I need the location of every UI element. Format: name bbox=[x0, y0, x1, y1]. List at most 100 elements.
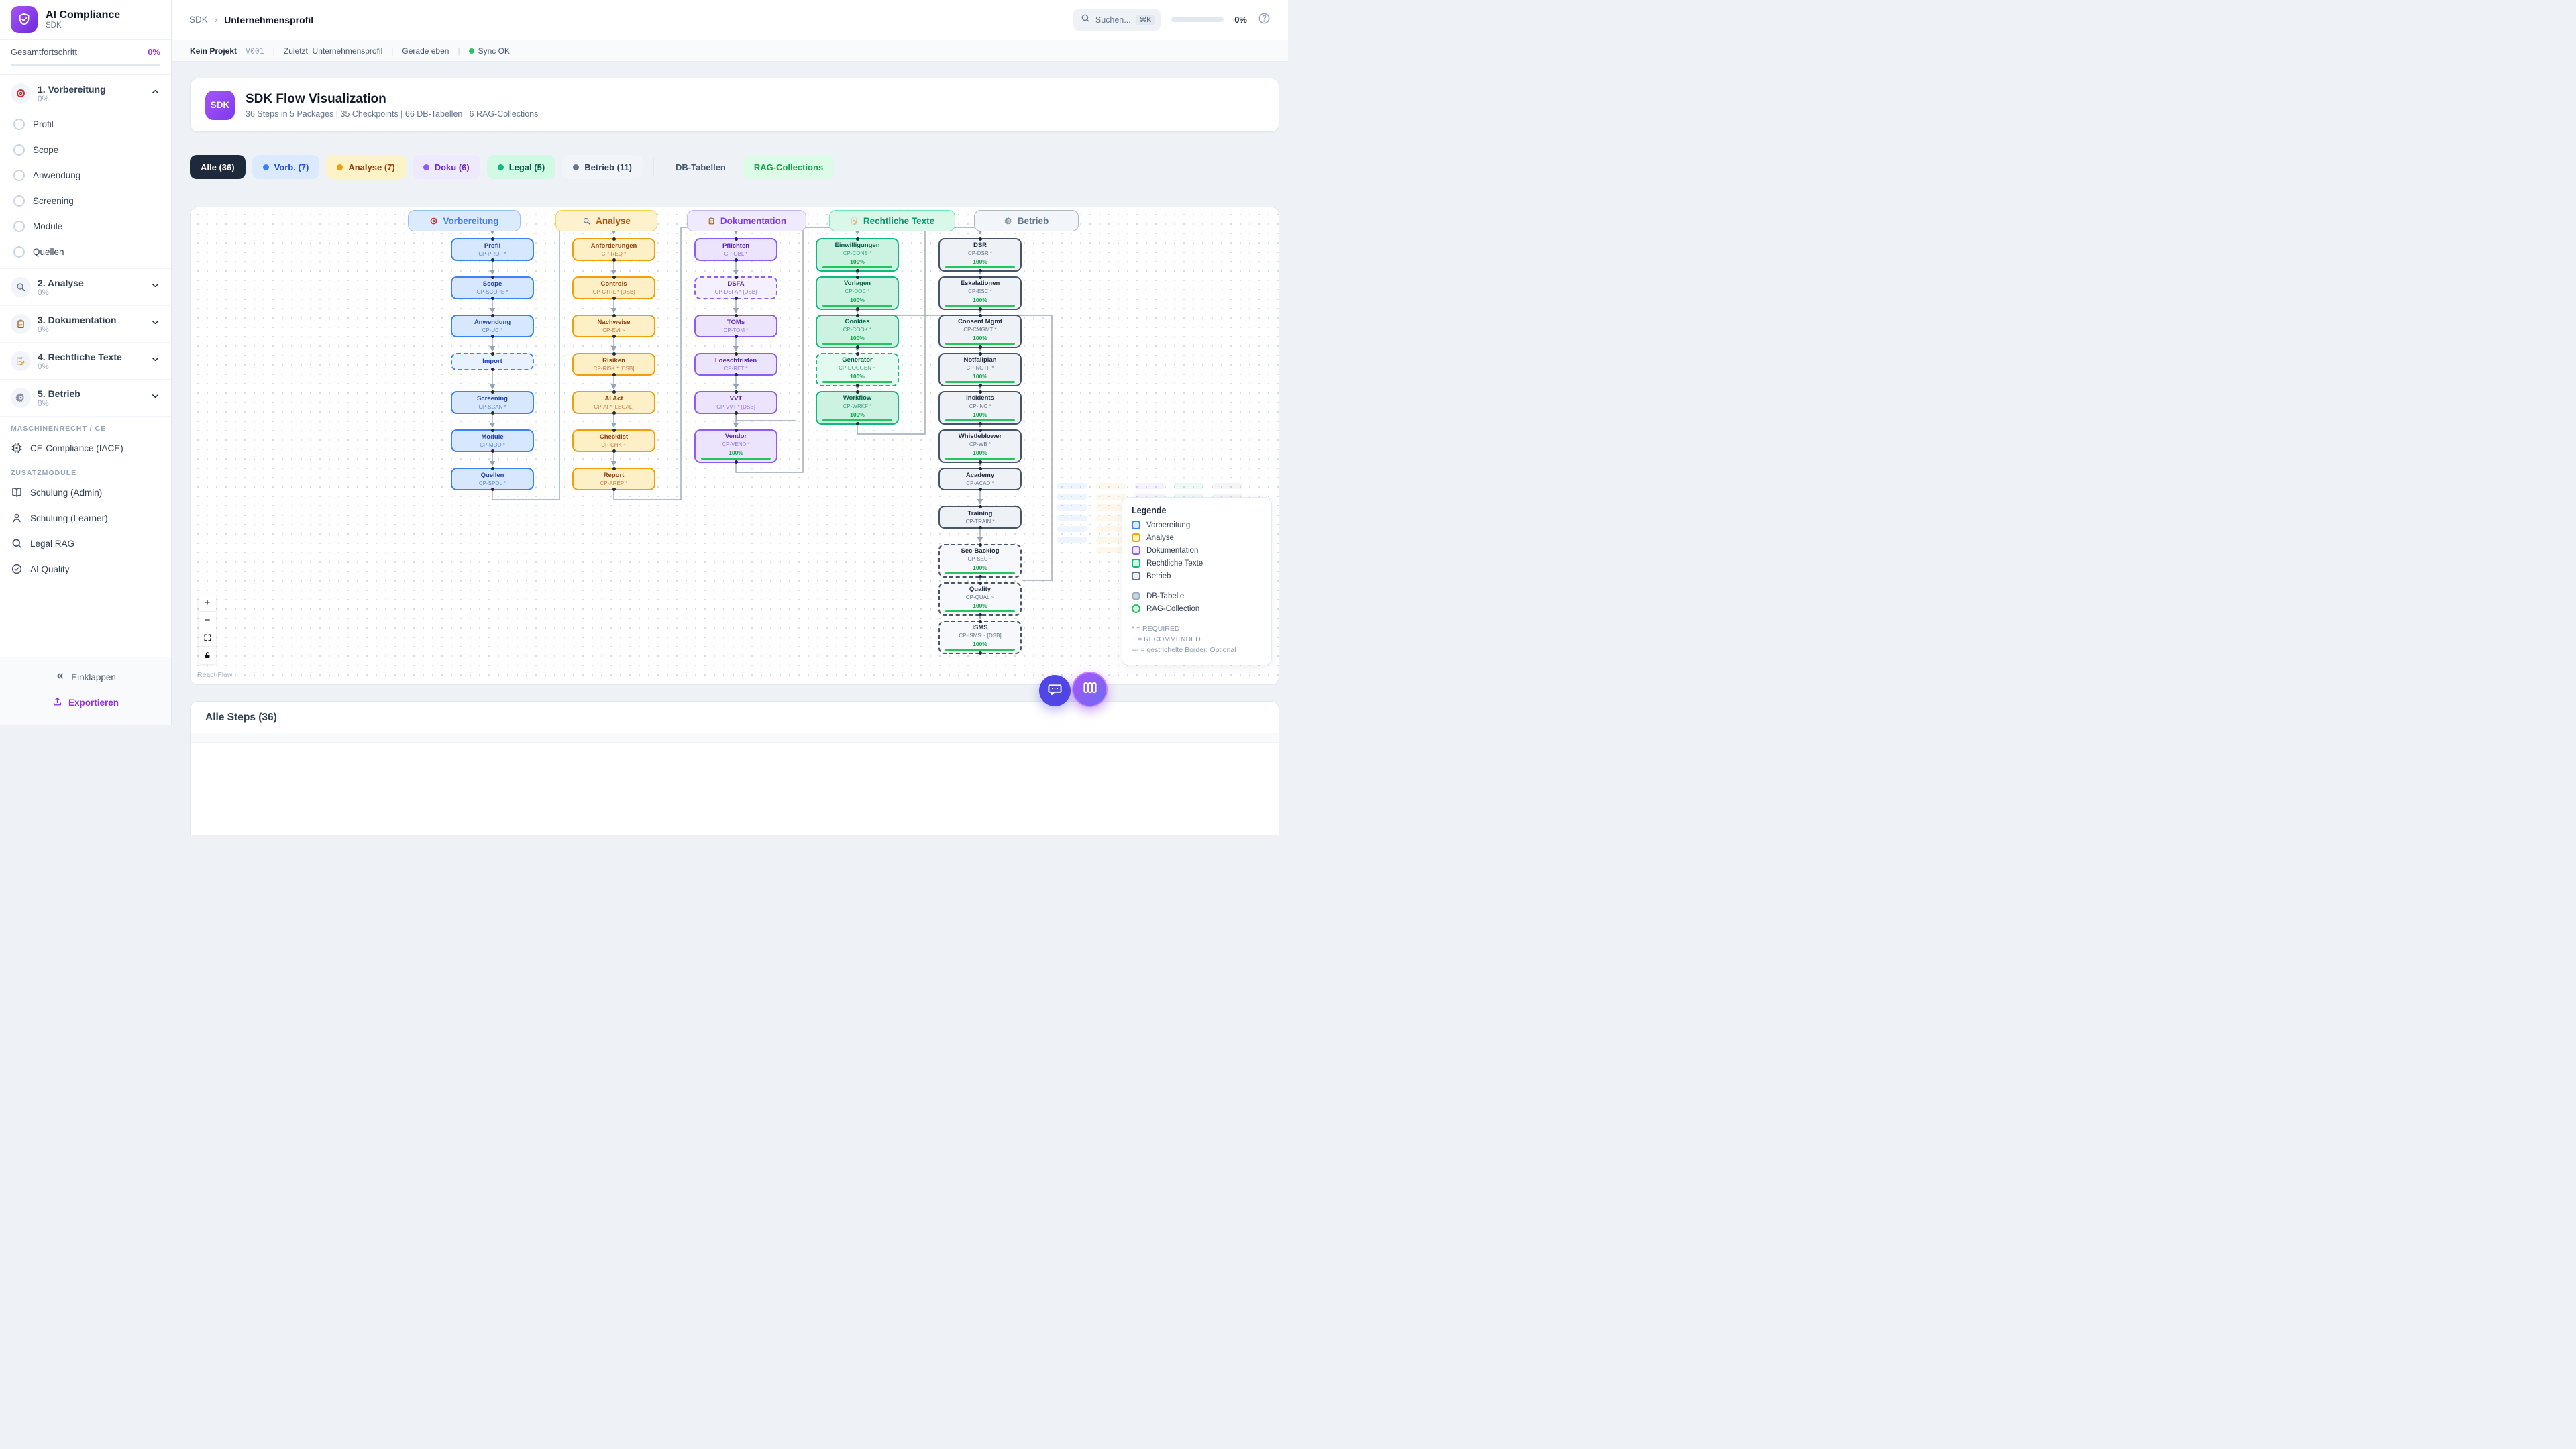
sidebar-item-legal-rag[interactable]: Legal RAG bbox=[0, 531, 171, 556]
sidebar-item-screening[interactable]: Screening bbox=[0, 188, 171, 213]
sidebar-item-profil[interactable]: Profil bbox=[0, 111, 171, 137]
zoom-out-button[interactable]: − bbox=[199, 612, 216, 629]
collapse-sidebar-button[interactable]: Einklappen bbox=[0, 664, 171, 690]
sidebar-item-schulung-admin-[interactable]: Schulung (Admin) bbox=[0, 480, 171, 505]
flow-node-incidents[interactable]: Incidents CP-INC * 100% bbox=[938, 390, 1022, 425]
flow-node-vorlagen[interactable]: Vorlagen CP-DOC * 100% bbox=[816, 276, 899, 311]
sidebar-section-header-2[interactable]: 2. Analyse 0% bbox=[0, 269, 171, 305]
flow-node-cookies[interactable]: Cookies CP-COOK * 100% bbox=[816, 314, 899, 349]
flow-node-notfallplan[interactable]: Notfallplan CP-NOTF * 100% bbox=[938, 352, 1022, 387]
flow-node-pflichten[interactable]: Pflichten CP-OBL * bbox=[694, 237, 777, 262]
export-button[interactable]: Exportieren bbox=[0, 690, 171, 715]
node-handle-top bbox=[490, 467, 494, 470]
flow-node-dsfa[interactable]: DSFA CP-DSFA * [DSB] bbox=[694, 276, 777, 300]
flow-node-profil[interactable]: Profil CP-PROF * bbox=[451, 237, 534, 262]
chat-fab-button[interactable] bbox=[1039, 675, 1071, 706]
flow-node-ai-act[interactable]: AI Act CP-AI * [LEGAL] bbox=[572, 390, 655, 415]
chevron-down-icon[interactable] bbox=[150, 354, 160, 368]
chevron-down-icon[interactable] bbox=[150, 391, 160, 405]
help-icon[interactable] bbox=[1258, 12, 1271, 28]
sidebar-item-scope[interactable]: Scope bbox=[0, 137, 171, 162]
sidebar-item-anwendung[interactable]: Anwendung bbox=[0, 162, 171, 188]
flow-node-screening[interactable]: Screening CP-SCAN * bbox=[451, 390, 534, 415]
flow-node-academy[interactable]: Academy CP-ACAD * bbox=[938, 467, 1022, 491]
flow-node-workflow[interactable]: Workflow CP-WRKF * 100% bbox=[816, 390, 899, 425]
chevron-down-icon[interactable] bbox=[150, 317, 160, 331]
lock-button[interactable] bbox=[199, 647, 216, 664]
sidebar-item-schulung-learner-[interactable]: Schulung (Learner) bbox=[0, 505, 171, 531]
node-code: CP-INC * bbox=[969, 402, 991, 409]
node-title: Notfallplan bbox=[963, 356, 997, 364]
react-flow-attribution[interactable]: React Flow bbox=[197, 671, 233, 679]
section-progress: 0% bbox=[38, 362, 49, 371]
flow-node-training[interactable]: Training CP-TRAIN * bbox=[938, 505, 1022, 529]
filter-pill-doku-6-[interactable]: Doku (6) bbox=[412, 155, 480, 179]
module-label: Schulung (Learner) bbox=[30, 513, 108, 523]
flow-node-dsr[interactable]: DSR CP-DSR * 100% bbox=[938, 237, 1022, 272]
flow-node-module[interactable]: Module CP-MOD * bbox=[451, 429, 534, 453]
filter-pill-legal-5-[interactable]: Legal (5) bbox=[486, 155, 556, 179]
page-subtitle: 36 Steps in 5 Packages | 35 Checkpoints … bbox=[246, 109, 539, 119]
zoom-in-button[interactable]: + bbox=[199, 594, 216, 612]
flow-node-generator[interactable]: Generator CP-DOCGEN ~100% bbox=[816, 352, 899, 387]
node-handle-bottom bbox=[734, 411, 738, 415]
flow-node-checklist[interactable]: Checklist CP-CHK ~ bbox=[572, 429, 655, 453]
sidebar-section-header-5[interactable]: 5. Betrieb 0% bbox=[0, 380, 171, 416]
sidebar-item-ai-quality[interactable]: AI Quality bbox=[0, 556, 171, 582]
filter-pill-rag-collections[interactable]: RAG-Collections bbox=[743, 155, 835, 179]
column-header-vorbereitung[interactable]: Vorbereitung bbox=[408, 210, 521, 231]
flow-node-report[interactable]: Report CP-AREP * bbox=[572, 467, 655, 491]
column-header-dokumentation[interactable]: Dokumentation bbox=[687, 210, 806, 231]
sidebar-section-header-4[interactable]: 4. Rechtliche Texte 0% bbox=[0, 343, 171, 379]
sidebar-section-header-1[interactable]: 1. Vorbereitung 0% bbox=[0, 75, 171, 111]
filter-pill-db-tabellen[interactable]: DB-Tabellen bbox=[665, 155, 737, 179]
flow-node-einwilligungen[interactable]: Einwilligungen CP-CONS * 100% bbox=[816, 237, 899, 272]
search-input[interactable]: Suchen... ⌘K bbox=[1073, 9, 1161, 31]
react-flow-canvas[interactable]: Vorbereitung Profil CP-PROF * Scope CP-SCOPE… bbox=[191, 207, 1279, 684]
flow-node-import[interactable]: Import bbox=[451, 352, 534, 371]
filter-pill-analyse-7-[interactable]: Analyse (7) bbox=[326, 155, 406, 179]
flow-node-vvt[interactable]: VVT CP-VVT * [DSB] bbox=[694, 390, 777, 415]
flow-node-anforderungen[interactable]: Anforderungen CP-REQ * bbox=[572, 237, 655, 262]
target-icon bbox=[15, 88, 26, 99]
flow-node-loeschfristen[interactable]: Loeschfristen CP-RET * bbox=[694, 352, 777, 376]
flow-node-vendor[interactable]: Vendor CP-VEND * 100% bbox=[694, 429, 777, 464]
node-title: Consent Mgmt bbox=[958, 318, 1002, 326]
filter-pill-alle-36-[interactable]: Alle (36) bbox=[190, 155, 246, 179]
flow-node-sec-backlog[interactable]: Sec-Backlog CP-SEC ~ 100% bbox=[938, 543, 1022, 578]
breadcrumb-root[interactable]: SDK bbox=[189, 15, 208, 25]
flow-node-eskalationen[interactable]: Eskalationen CP-ESC * 100% bbox=[938, 276, 1022, 311]
node-handle-bottom bbox=[612, 449, 616, 453]
column-header-betrieb[interactable]: Betrieb bbox=[974, 210, 1079, 231]
sidebar-item-quellen[interactable]: Quellen bbox=[0, 239, 171, 264]
flow-node-scope[interactable]: Scope CP-SCOPE * bbox=[451, 276, 534, 300]
node-handle-bottom bbox=[490, 335, 494, 338]
node-handle-top bbox=[855, 276, 859, 279]
flow-node-whistleblower[interactable]: Whistleblower CP-WB * 100% bbox=[938, 429, 1022, 464]
flow-node-isms[interactable]: ISMS CP-ISMS ~ [DSB] 100% bbox=[938, 620, 1022, 655]
node-handle-top bbox=[855, 237, 859, 241]
sidebar-item-ce-compliance[interactable]: CE-Compliance (IACE) bbox=[0, 435, 171, 461]
filter-pill-vorb-7-[interactable]: Vorb. (7) bbox=[252, 155, 320, 179]
columns-panel-fab-button[interactable] bbox=[1072, 672, 1108, 707]
flow-node-risiken[interactable]: Risiken CP-RISK * [DSB] bbox=[572, 352, 655, 376]
app-logo-row[interactable]: AI Compliance SDK bbox=[0, 0, 171, 40]
flow-node-consent-mgmt[interactable]: Consent Mgmt CP-CMGMT * 100% bbox=[938, 314, 1022, 349]
fit-view-button[interactable] bbox=[199, 629, 216, 647]
sidebar-section-header-3[interactable]: 3. Dokumentation 0% bbox=[0, 306, 171, 342]
flow-node-toms[interactable]: TOMs CP-TOM * bbox=[694, 314, 777, 338]
flow-node-nachweise[interactable]: Nachweise CP-EVI ~ bbox=[572, 314, 655, 338]
flow-node-controls[interactable]: Controls CP-CTRL * [DSB] bbox=[572, 276, 655, 300]
flow-node-quellen[interactable]: Quellen CP-SPOL * bbox=[451, 467, 534, 491]
flow-node-quality[interactable]: Quality CP-QUAL ~ 100% bbox=[938, 582, 1022, 616]
column-header-legal[interactable]: Rechtliche Texte bbox=[829, 210, 955, 231]
clipboard-icon bbox=[707, 217, 716, 225]
ghost-table-row bbox=[1096, 537, 1126, 543]
chevron-down-icon[interactable] bbox=[150, 280, 160, 294]
column-header-analyse[interactable]: Analyse bbox=[555, 210, 657, 231]
flow-node-anwendung[interactable]: Anwendung CP-UC * bbox=[451, 314, 534, 338]
node-progress-bar bbox=[945, 266, 1015, 268]
filter-pill-betrieb-11-[interactable]: Betrieb (11) bbox=[562, 155, 643, 179]
chevron-up-icon[interactable] bbox=[150, 87, 160, 100]
sidebar-item-module[interactable]: Module bbox=[0, 213, 171, 239]
